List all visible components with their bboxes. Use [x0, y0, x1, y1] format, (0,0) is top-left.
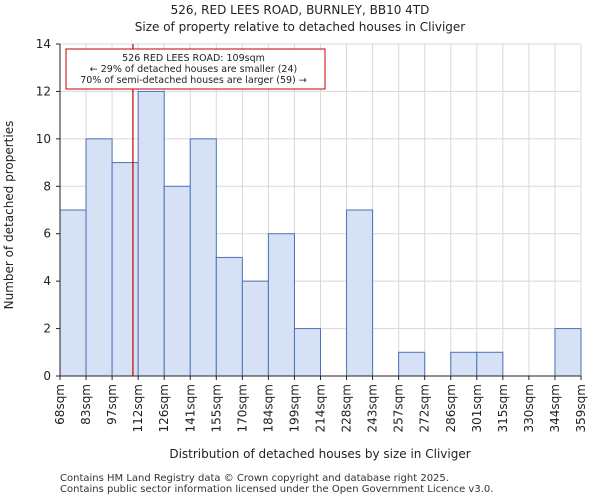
y-tick-label: 4: [43, 274, 51, 288]
bar: [267, 233, 295, 377]
bar: [137, 90, 165, 377]
bar: [293, 328, 322, 377]
y-tick-label: 12: [36, 84, 51, 98]
bar: [59, 209, 87, 377]
x-tick-label: 155sqm: [209, 384, 223, 432]
x-tick-label: 170sqm: [235, 384, 249, 432]
x-tick-label: 243sqm: [366, 384, 380, 432]
y-tick-label: 10: [36, 132, 51, 146]
bar: [346, 209, 374, 377]
x-tick-label: 315sqm: [496, 384, 510, 432]
annotation-line: 70% of semi-detached houses are larger (…: [80, 75, 307, 86]
bar: [398, 351, 426, 377]
chart-subtitle: Size of property relative to detached ho…: [135, 20, 466, 34]
footer-copyright: Contains HM Land Registry data © Crown c…: [60, 473, 449, 484]
y-tick-label: 2: [43, 322, 51, 336]
bar: [241, 280, 269, 377]
x-tick-label: 141sqm: [183, 384, 197, 432]
y-tick-label: 6: [43, 227, 51, 241]
annotation-line: ← 29% of detached houses are smaller (24…: [90, 64, 297, 75]
property-marker: 526 RED LEES ROAD: 109sqm← 29% of detach…: [65, 44, 326, 376]
bar: [189, 138, 217, 377]
x-tick-label: 344sqm: [548, 384, 562, 432]
x-tick-label: 272sqm: [418, 384, 432, 432]
bar: [554, 328, 582, 377]
x-tick-label: 257sqm: [392, 384, 406, 432]
x-tick-label: 97sqm: [105, 384, 119, 425]
bar: [476, 351, 504, 377]
x-tick-label: 83sqm: [79, 384, 93, 425]
bar: [111, 162, 139, 377]
bar: [215, 256, 243, 377]
x-tick-label: 301sqm: [470, 384, 484, 432]
y-axis-label: Number of detached properties: [2, 121, 16, 310]
chart-title: 526, RED LEES ROAD, BURNLEY, BB10 4TD: [171, 3, 430, 17]
bar: [163, 185, 191, 377]
x-tick-label: 126sqm: [157, 384, 171, 432]
bar: [450, 351, 478, 377]
y-tick-label: 8: [43, 179, 51, 193]
x-tick-label: 68sqm: [53, 384, 67, 425]
y-tick-label: 14: [36, 37, 51, 51]
footer-licence: Contains public sector information licen…: [60, 484, 494, 495]
axes: 0 2 4 6 8 10 12 14 68sqm 83sqm 97sqm 112sqm 126sqm 14…: [36, 37, 588, 432]
annotation-box: [65, 48, 326, 90]
x-tick-label: 286sqm: [444, 384, 458, 432]
x-tick-label: 184sqm: [261, 384, 275, 432]
x-tick-label: 214sqm: [314, 384, 328, 432]
bar: [85, 138, 113, 377]
x-tick-label: 199sqm: [287, 384, 301, 432]
y-tick-label: 0: [43, 369, 51, 383]
x-tick-label: 330sqm: [522, 384, 536, 432]
x-tick-label: 112sqm: [131, 384, 145, 432]
x-tick-label: 228sqm: [340, 384, 354, 432]
x-axis-label: Distribution of detached houses by size …: [169, 447, 470, 461]
bars: [59, 90, 582, 377]
annotation-line: 526 RED LEES ROAD: 109sqm: [122, 53, 265, 64]
x-tick-label: 359sqm: [574, 384, 588, 432]
